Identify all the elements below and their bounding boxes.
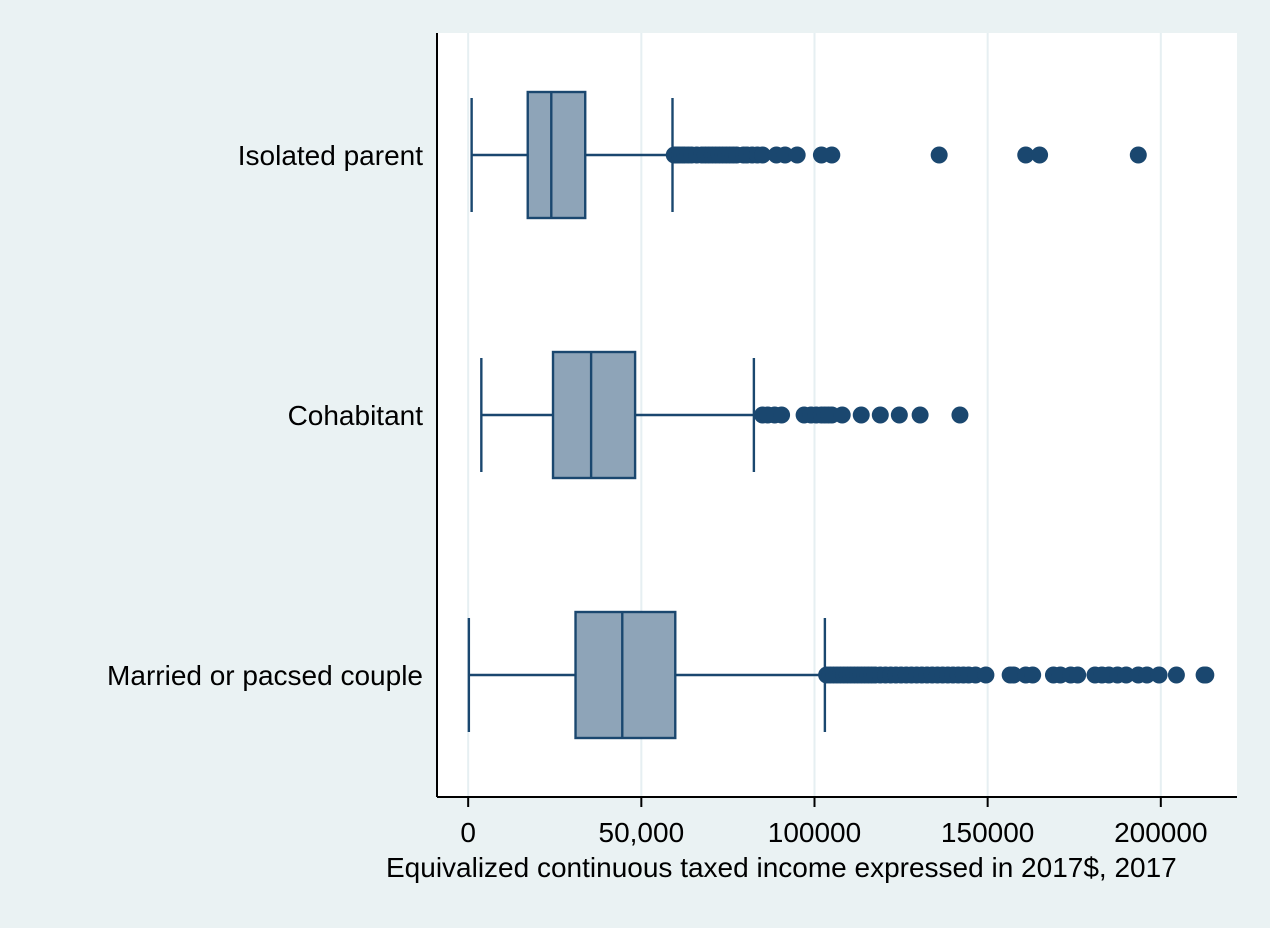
- iqr-box: [574, 610, 677, 740]
- x-tick-label: 200000: [1114, 817, 1207, 848]
- outlier-point: [1005, 666, 1023, 684]
- box-group: Cohabitant: [288, 350, 969, 480]
- axes: 0 50,000 100000 150000 200000: [436, 33, 1237, 848]
- outlier-point: [754, 146, 772, 164]
- outlier-point: [852, 406, 870, 424]
- outlier-point: [1138, 666, 1156, 684]
- x-tick-label: 50,000: [599, 817, 685, 848]
- box-group: Married or pacsed couple: [107, 610, 1215, 740]
- outlier-point: [773, 406, 791, 424]
- outlier-point: [1167, 666, 1185, 684]
- outlier-point: [890, 406, 908, 424]
- x-tick-label: 150000: [941, 817, 1034, 848]
- outlier-point: [911, 406, 929, 424]
- x-tick-label: 0: [460, 817, 476, 848]
- iqr-box: [551, 350, 637, 480]
- outlier-point: [871, 406, 889, 424]
- outlier-point: [1031, 146, 1049, 164]
- outlier-point: [823, 146, 841, 164]
- outlier-point: [1017, 146, 1035, 164]
- outlier-point: [1117, 666, 1135, 684]
- box-group: Isolated parent: [238, 90, 1147, 220]
- outlier-point: [930, 146, 948, 164]
- x-tick-label: 100000: [768, 817, 861, 848]
- category-label: Married or pacsed couple: [107, 660, 423, 691]
- category-label: Isolated parent: [238, 140, 423, 171]
- box-series: Isolated parent Cohabitant Married or pacs…: [107, 90, 1215, 740]
- outlier-point: [833, 406, 851, 424]
- outlier-point: [776, 146, 794, 164]
- outlier-point: [1069, 666, 1087, 684]
- outlier-point: [1150, 666, 1168, 684]
- outlier-point: [977, 666, 995, 684]
- outlier-point: [1197, 666, 1215, 684]
- outlier-point: [1129, 146, 1147, 164]
- outlier-point: [1024, 666, 1042, 684]
- outlier-point: [951, 406, 969, 424]
- iqr-box: [526, 90, 587, 220]
- x-axis-title: Equivalized continuous taxed income expr…: [386, 852, 1177, 883]
- category-label: Cohabitant: [288, 400, 424, 431]
- outlier-point: [788, 146, 806, 164]
